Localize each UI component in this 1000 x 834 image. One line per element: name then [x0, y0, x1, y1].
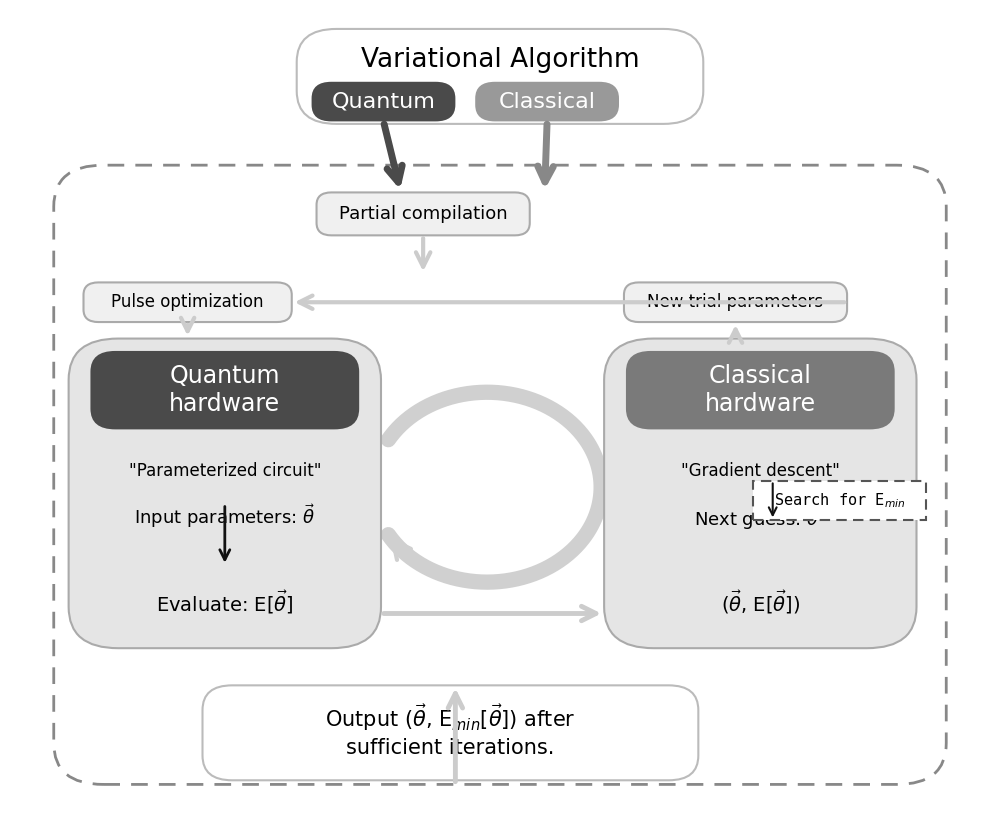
FancyBboxPatch shape [90, 351, 359, 430]
Text: Search for E$_{min}$: Search for E$_{min}$ [774, 491, 906, 510]
Text: "Gradient descent": "Gradient descent" [681, 462, 840, 480]
FancyBboxPatch shape [297, 29, 703, 124]
FancyBboxPatch shape [604, 339, 916, 648]
Text: Partial compilation: Partial compilation [339, 205, 507, 223]
Text: Input parameters: $\vec{\theta}$: Input parameters: $\vec{\theta}$ [134, 502, 315, 530]
Text: New trial parameters: New trial parameters [647, 294, 824, 311]
Text: Variational Algorithm: Variational Algorithm [361, 47, 639, 73]
Text: "Parameterized circuit": "Parameterized circuit" [129, 462, 321, 480]
Text: ($\vec{\theta}$, E[$\vec{\theta}$]): ($\vec{\theta}$, E[$\vec{\theta}$]) [721, 589, 800, 616]
FancyBboxPatch shape [317, 193, 530, 235]
FancyBboxPatch shape [753, 480, 926, 520]
Text: Classical: Classical [499, 92, 596, 112]
Text: sufficient iterations.: sufficient iterations. [346, 738, 555, 757]
FancyBboxPatch shape [312, 82, 455, 122]
Text: Quantum: Quantum [332, 92, 435, 112]
FancyBboxPatch shape [69, 339, 381, 648]
FancyBboxPatch shape [624, 283, 847, 322]
FancyBboxPatch shape [203, 686, 698, 781]
Text: Classical
hardware: Classical hardware [705, 364, 816, 416]
Text: Evaluate: E[$\vec{\theta}$]: Evaluate: E[$\vec{\theta}$] [156, 589, 294, 616]
FancyBboxPatch shape [84, 283, 292, 322]
FancyBboxPatch shape [475, 82, 619, 122]
Text: Output ($\vec{\theta}$, E$_{min}$[$\vec{\theta}$]) after: Output ($\vec{\theta}$, E$_{min}$[$\vec{… [325, 702, 576, 733]
Text: Pulse optimization: Pulse optimization [111, 294, 264, 311]
Text: Next guess: $\overrightarrow{\theta'}$: Next guess: $\overrightarrow{\theta'}$ [694, 500, 826, 532]
FancyBboxPatch shape [626, 351, 895, 430]
Text: Quantum
hardware: Quantum hardware [169, 364, 280, 416]
